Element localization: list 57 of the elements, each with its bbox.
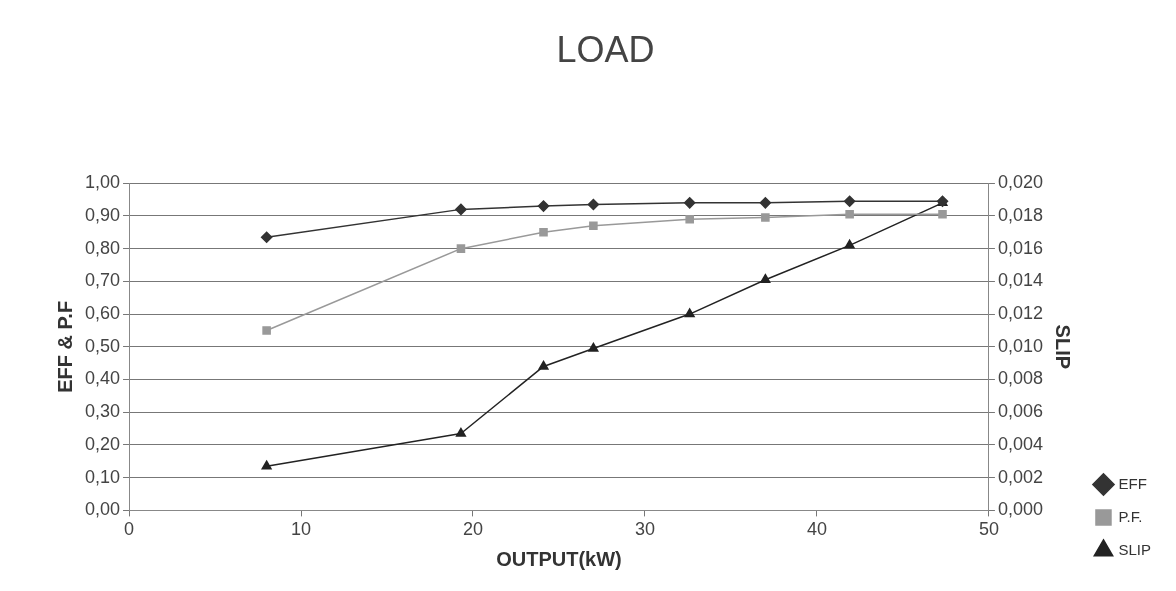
legend-label: P.F. <box>1118 507 1143 525</box>
y-axis-title: EFF & P.F <box>53 300 76 393</box>
point <box>684 308 695 318</box>
y2-tick-label: 0,002 <box>997 466 1043 487</box>
point <box>759 197 772 209</box>
y-tick-label: 0,10 <box>84 466 121 487</box>
y-tick-label: 0,00 <box>84 499 121 520</box>
y-tick-label: 0,80 <box>84 237 121 258</box>
point <box>455 203 467 216</box>
chart-title: LOAD <box>556 28 655 70</box>
point <box>844 239 855 249</box>
y2-tick-label: 0,000 <box>997 499 1043 520</box>
point <box>843 195 856 207</box>
y-tick-label: 0,70 <box>84 270 121 291</box>
x-tick-label: 10 <box>291 519 312 540</box>
y2-tick-label: 0,010 <box>997 335 1043 356</box>
y-tick-label: 0,60 <box>84 303 121 324</box>
point <box>262 326 271 335</box>
y2-tick-label: 0,018 <box>997 204 1043 225</box>
point <box>589 221 598 231</box>
y2-tick-label: 0,004 <box>997 433 1043 454</box>
point <box>261 460 272 470</box>
legend-label: EFF <box>1118 474 1147 492</box>
point <box>761 213 770 222</box>
y-tick-label: 0,90 <box>84 204 121 225</box>
y2-tick-label: 0,020 <box>997 172 1043 193</box>
point <box>685 214 694 224</box>
point <box>537 200 550 212</box>
point <box>588 342 599 352</box>
y-tick-label: 0,20 <box>84 433 121 454</box>
point <box>260 231 273 243</box>
point <box>456 244 466 253</box>
x-axis-title: OUTPUT(kW) <box>496 547 622 570</box>
y2-tick-label: 0,012 <box>997 303 1043 324</box>
x-tick-label: 30 <box>634 519 655 540</box>
point <box>760 273 771 283</box>
y2-axis-title: SLIP <box>1052 324 1075 370</box>
y-tick-label: 0,50 <box>84 335 121 356</box>
x-tick-label: 40 <box>806 519 827 540</box>
legend-label: SLIP <box>1118 540 1152 558</box>
x-tick-label: 0 <box>124 519 135 540</box>
point <box>938 210 947 219</box>
x-tick-label: 50 <box>978 519 999 540</box>
point <box>539 227 548 237</box>
y-tick-label: 0,30 <box>84 401 121 422</box>
point <box>587 198 600 211</box>
point <box>538 360 549 370</box>
x-tick-label: 20 <box>462 519 484 540</box>
point <box>845 210 854 219</box>
y-tick-label: 1,00 <box>84 172 121 193</box>
y2-tick-label: 0,008 <box>997 368 1043 389</box>
y2-tick-label: 0,014 <box>997 270 1043 291</box>
point <box>683 197 696 209</box>
y-tick-label: 0,40 <box>84 368 121 389</box>
y2-tick-label: 0,006 <box>997 401 1043 422</box>
y2-tick-label: 0,016 <box>997 237 1043 258</box>
point <box>455 427 467 437</box>
